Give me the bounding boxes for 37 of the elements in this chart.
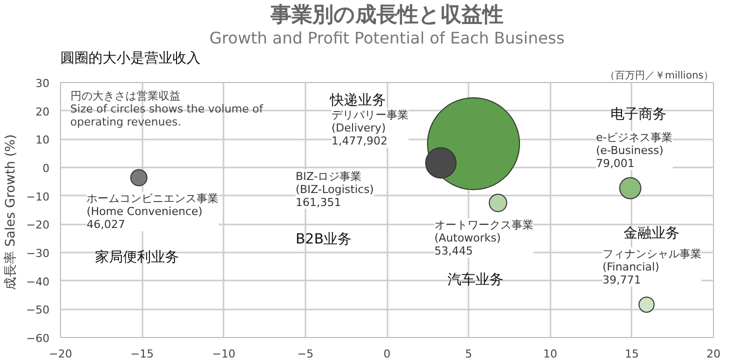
y-tick-label: −60 [26,332,50,345]
annotation: デリバリー事業 (Delivery) 1,477,902 [331,108,408,148]
y-tick-label: −40 [26,275,50,288]
y-tick-label: −10 [26,190,50,204]
x-tick-label: −5 [297,348,314,360]
chart-subtitle: Growth and Profit Potential of Each Business [209,28,565,48]
y-tick-label: 10 [36,134,50,147]
x-tick-label: −15 [130,348,154,360]
annotation: フィナンシャル事業 (Financial) 39,771 [602,247,702,286]
annotation: 金融业务 [624,225,680,242]
annotation: 快递业务 [328,92,386,108]
annotation: 汽车业务 [447,272,504,288]
y-tick-label: −50 [26,304,50,317]
x-tick-label: −20 [48,348,72,360]
text: 圓圈的大小是营业收入 [60,50,200,66]
y-tick-label: −30 [26,247,50,260]
x-tick-label: 15 [624,348,639,360]
annotation: 家局便利业务 [94,250,179,266]
annotation: オートワークス事業 (Autoworks) 53,445 [434,218,534,258]
annotation: BIZ-ロジ事業 (BIZ-Logistics) 161,351 [296,170,374,209]
x-tick-label: 20 [706,348,720,360]
annotation: e-ビジネス事業 (e-Business) 79,001 [596,130,673,170]
chart-title: 事業別の成長性と収益性 [270,2,504,26]
text: （百万円／￥millions） [604,70,714,82]
annotation: B2B业务 [296,231,352,248]
x-tick-label: 0 [384,348,390,360]
annotation: 円の大きさは営業収益 Size of circles shows the volume of operating revenues. [70,90,264,129]
annotation: ホームコンビニエンス事業 (Home Convenience) 46,027 [86,192,219,232]
y-tick-label: 20 [36,105,50,118]
y-tick-label: 30 [36,77,50,90]
annotation: 电子商务 [610,106,667,123]
x-tick-label: 10 [543,348,558,360]
x-tick-label: 5 [465,348,472,360]
y-axis-title: 成長率 Sales Growth (%) [2,134,18,290]
y-tick-label: −20 [26,218,50,232]
x-tick-label: −10 [212,348,236,360]
y-tick-label: 0 [42,162,50,175]
